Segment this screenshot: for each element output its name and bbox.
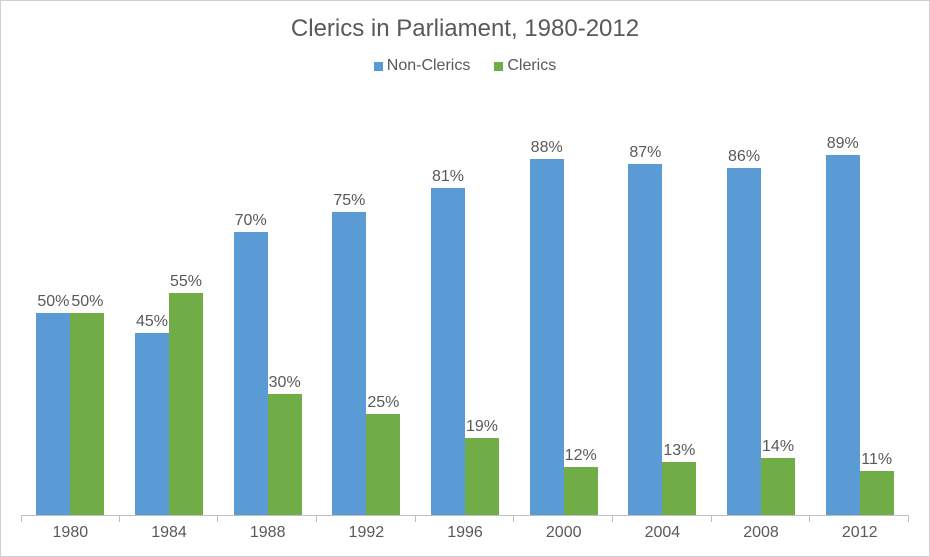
bar-non-clerics (332, 212, 366, 515)
bar-value-label: 19% (452, 418, 512, 436)
legend-swatch-clerics (494, 62, 503, 71)
bar-group: 45%55% (120, 111, 219, 515)
bar-wrap-clerics: 19% (465, 111, 499, 515)
x-tick-group: 1980 (21, 516, 120, 556)
x-tick-label: 2004 (613, 524, 712, 542)
x-tick-label: 2012 (810, 524, 909, 542)
x-tick-group: 2012 (810, 516, 909, 556)
bar-value-label: 50% (57, 293, 117, 311)
bars-area: 50%50%45%55%70%30%75%25%81%19%88%12%87%1… (21, 111, 909, 515)
bar-value-label: 13% (649, 442, 709, 460)
bar-clerics (169, 293, 203, 515)
bar-clerics (366, 414, 400, 515)
bar-value-label: 55% (156, 273, 216, 291)
bar-group: 75%25% (317, 111, 416, 515)
bar-wrap-non-clerics: 81% (431, 111, 465, 515)
bar-clerics (268, 394, 302, 515)
x-tick-label: 1984 (120, 524, 219, 542)
bar-group: 88%12% (514, 111, 613, 515)
bar-value-label: 25% (353, 394, 413, 412)
x-tick-mark (908, 516, 909, 522)
bar-value-label: 30% (255, 374, 315, 392)
bar-group: 81%19% (416, 111, 515, 515)
chart-legend: Non-Clerics Clerics (1, 57, 929, 75)
bar-wrap-non-clerics: 75% (332, 111, 366, 515)
bar-wrap-clerics: 50% (70, 111, 104, 515)
legend-label-non-clerics: Non-Clerics (387, 57, 471, 75)
x-tick-group: 1984 (120, 516, 219, 556)
bar-wrap-non-clerics: 70% (234, 111, 268, 515)
chart-container: Clerics in Parliament, 1980-2012 Non-Cle… (0, 0, 930, 557)
x-tick-label: 1988 (218, 524, 317, 542)
bar-non-clerics (431, 188, 465, 515)
x-tick-label: 2008 (712, 524, 811, 542)
legend-item-non-clerics: Non-Clerics (374, 57, 471, 75)
x-tick-group: 2008 (712, 516, 811, 556)
x-tick-label: 1992 (317, 524, 416, 542)
bar-wrap-clerics: 55% (169, 111, 203, 515)
x-tick-label: 1980 (21, 524, 120, 542)
bar-group: 70%30% (218, 111, 317, 515)
x-tick-mark (21, 516, 22, 522)
x-tick-group: 1992 (317, 516, 416, 556)
bar-non-clerics (135, 333, 169, 515)
bar-clerics (465, 438, 499, 515)
bar-non-clerics (727, 168, 761, 515)
bar-clerics (662, 462, 696, 515)
x-tick-label: 2000 (514, 524, 613, 542)
bar-wrap-non-clerics: 45% (135, 111, 169, 515)
bar-value-label: 12% (551, 447, 611, 465)
x-tick-group: 2000 (514, 516, 613, 556)
bar-clerics (860, 471, 894, 515)
bar-wrap-clerics: 25% (366, 111, 400, 515)
bar-wrap-clerics: 11% (860, 111, 894, 515)
bar-value-label: 14% (748, 438, 808, 456)
bar-group: 89%11% (810, 111, 909, 515)
bar-group: 86%14% (712, 111, 811, 515)
x-tick-label: 1996 (416, 524, 515, 542)
bar-group: 50%50% (21, 111, 120, 515)
bar-clerics (761, 458, 795, 515)
bar-group: 87%13% (613, 111, 712, 515)
bar-value-label: 11% (847, 451, 907, 469)
bar-wrap-clerics: 12% (564, 111, 598, 515)
plot-area: 50%50%45%55%70%30%75%25%81%19%88%12%87%1… (21, 111, 909, 516)
bar-wrap-clerics: 13% (662, 111, 696, 515)
bar-clerics (564, 467, 598, 515)
x-tick-group: 1988 (218, 516, 317, 556)
bar-wrap-clerics: 14% (761, 111, 795, 515)
bar-non-clerics (36, 313, 70, 515)
legend-label-clerics: Clerics (507, 57, 556, 75)
legend-swatch-non-clerics (374, 62, 383, 71)
legend-item-clerics: Clerics (494, 57, 556, 75)
x-tick-group: 2004 (613, 516, 712, 556)
bar-non-clerics (628, 164, 662, 515)
x-axis: 198019841988199219962000200420082012 (21, 516, 909, 556)
bar-wrap-non-clerics: 50% (36, 111, 70, 515)
bar-clerics (70, 313, 104, 515)
bar-wrap-clerics: 30% (268, 111, 302, 515)
chart-title: Clerics in Parliament, 1980-2012 (1, 1, 929, 43)
x-tick-group: 1996 (416, 516, 515, 556)
